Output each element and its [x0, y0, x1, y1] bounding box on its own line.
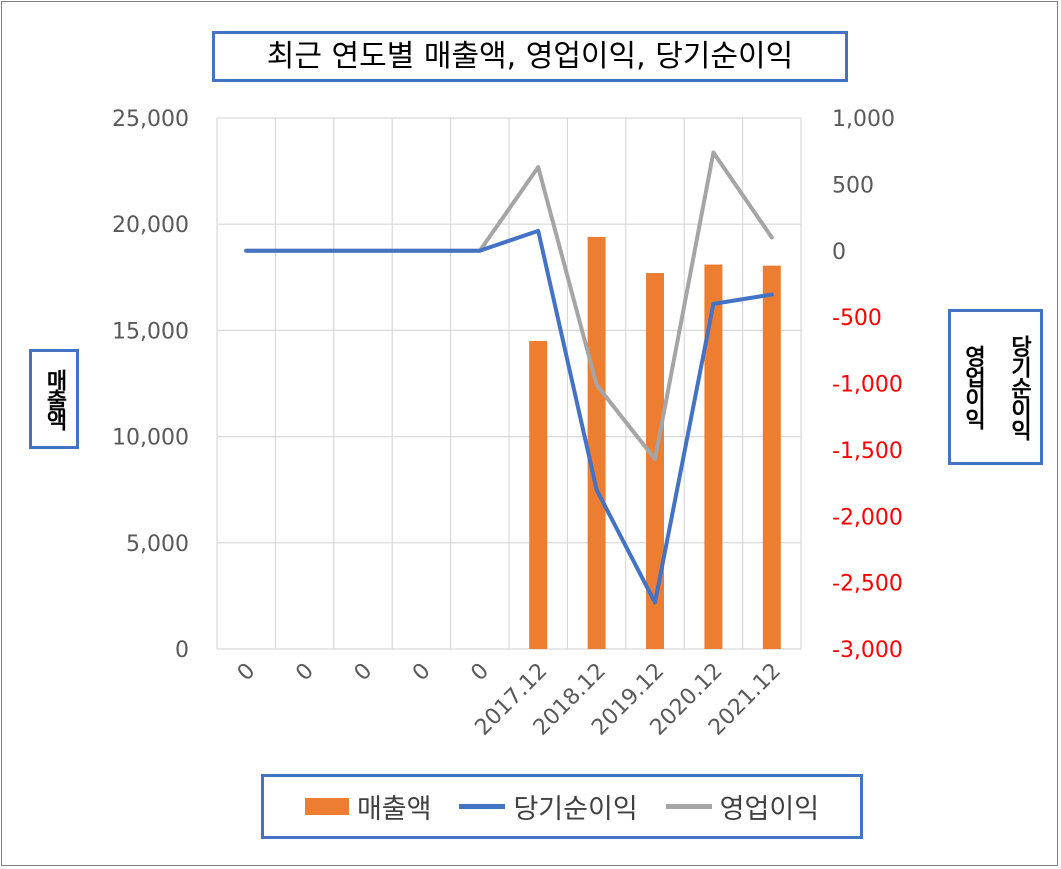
legend-swatch-net-income — [459, 804, 506, 809]
x-tick-label: 0 — [350, 659, 378, 687]
right-axis-title: 당기순이익 영업이익 — [948, 309, 1043, 465]
left-tick-label: 5,000 — [126, 532, 189, 557]
gridlines — [216, 117, 802, 650]
x-tick-label: 0 — [408, 659, 436, 687]
right-axis-ticks: 1,000 500 0 -500 -1,000 -1,500 -2,000 -2,500 -3,… — [832, 107, 903, 663]
legend-item-operating-income: 영업이익 — [665, 787, 820, 826]
left-axis-ticks: 0 5,000 10,000 15,000 20,000 25,000 — [112, 107, 189, 663]
right-tick-label: -2,000 — [832, 505, 903, 530]
legend-swatch-sales — [304, 798, 349, 815]
bar-series-sales — [529, 236, 781, 649]
line-series — [244, 150, 774, 605]
right-tick-label: 0 — [832, 240, 846, 265]
left-tick-label: 15,000 — [112, 319, 189, 344]
legend-item-sales: 매출액 — [304, 787, 432, 826]
left-tick-label: 10,000 — [112, 426, 189, 451]
chart-title: 최근 연도별 매출액, 영업이익, 당기순이익 — [212, 31, 848, 82]
left-axis-title: 매출액 — [29, 349, 79, 449]
right-tick-label: -500 — [832, 306, 882, 331]
x-tick-label: 0 — [233, 659, 261, 687]
x-tick-label: 0 — [291, 659, 319, 687]
legend-swatch-operating-income — [665, 804, 712, 809]
left-tick-label: 0 — [175, 638, 189, 663]
left-tick-label: 25,000 — [112, 107, 189, 132]
bar-sales-2018.12 — [587, 236, 606, 649]
right-axis-title-operating-income: 영업이익 — [960, 345, 986, 429]
right-tick-label: -1,500 — [832, 439, 903, 464]
legend-item-net-income: 당기순이익 — [459, 787, 638, 826]
right-tick-label: 500 — [832, 173, 874, 198]
x-tick-label: 0 — [466, 659, 494, 687]
legend-label-sales: 매출액 — [356, 794, 432, 825]
legend-label-net-income: 당기순이익 — [513, 794, 638, 825]
bar-sales-2017.12 — [529, 341, 548, 649]
legend-label-operating-income: 영업이익 — [719, 794, 820, 825]
legend: 매출액 당기순이익 영업이익 — [261, 774, 863, 839]
right-tick-label: 1,000 — [832, 107, 895, 132]
left-tick-label: 20,000 — [112, 213, 189, 238]
line-net-income — [244, 228, 774, 605]
bar-sales-2020.12 — [704, 264, 723, 649]
bar-sales-2021.12 — [762, 265, 781, 649]
right-axis-title-net-income: 당기순이익 — [1006, 334, 1032, 440]
right-tick-label: -3,000 — [832, 638, 903, 663]
right-tick-label: -1,000 — [832, 373, 903, 398]
right-tick-label: -2,500 — [832, 572, 903, 597]
